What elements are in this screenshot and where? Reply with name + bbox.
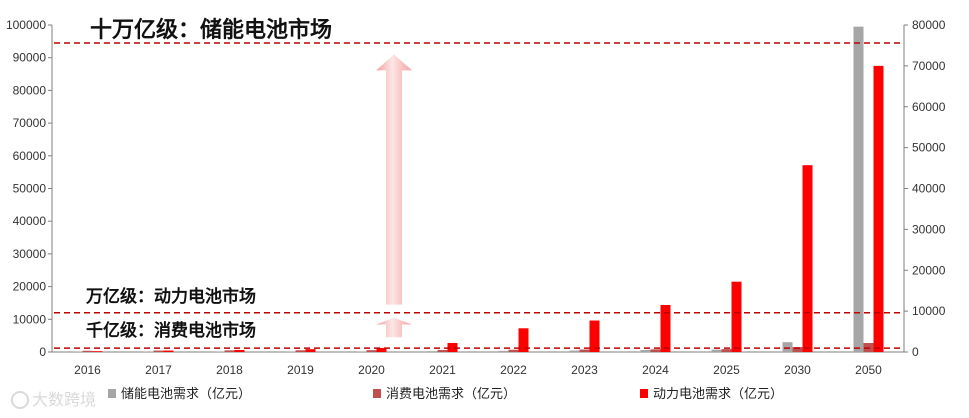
right-tick-label: 50000 — [912, 141, 946, 155]
reference-label: 万亿级：动力电池市场 — [85, 286, 256, 307]
x-tick-label: 2019 — [287, 363, 314, 377]
bar-a6a6a6-2017 — [143, 351, 154, 352]
bar-c0504d-2024 — [650, 349, 661, 352]
x-tick-label: 2020 — [358, 363, 385, 377]
bar-a6a6a6-2025 — [711, 349, 722, 352]
left-tick-label: 80000 — [13, 83, 47, 97]
x-tick-label: 2016 — [74, 363, 101, 377]
bar-c0504d-2017 — [153, 350, 164, 352]
legend-swatch — [108, 389, 116, 398]
left-tick-label: 10000 — [13, 312, 47, 326]
bar-c0504d-2018 — [224, 350, 235, 352]
left-tick-label: 50000 — [13, 182, 47, 196]
watermark-logo-icon — [11, 391, 29, 409]
bar-a6a6a6-2050 — [853, 26, 864, 352]
bar-ff0000-2020 — [376, 347, 387, 352]
left-tick-label: 20000 — [13, 280, 47, 294]
bar-c0504d-2020 — [366, 350, 377, 352]
bar-ff0000-2017 — [163, 350, 174, 352]
bar-ff0000-2030 — [802, 165, 813, 352]
growth-arrow-icon — [376, 54, 412, 305]
x-tick-label: 2018 — [216, 363, 243, 377]
growth-arrows — [376, 54, 412, 338]
reference-label: 十万亿级：储能电池市场 — [90, 17, 332, 43]
right-tick-label: 0 — [912, 345, 919, 359]
bar-a6a6a6-2016 — [72, 351, 83, 352]
bar-c0504d-2016 — [82, 350, 93, 352]
legend: 储能电池需求（亿元） 消费电池需求（亿元） 动力电池需求（亿元） — [108, 387, 783, 402]
bars — [72, 26, 884, 352]
x-tick-label: 2022 — [500, 363, 527, 377]
legend-label: 动力电池需求（亿元） — [653, 387, 783, 402]
bar-ff0000-2025 — [731, 281, 742, 352]
left-tick-label: 70000 — [13, 116, 47, 130]
bar-a6a6a6-2018 — [214, 351, 225, 352]
bar-a6a6a6-2022 — [498, 350, 509, 352]
bar-c0504d-2019 — [295, 350, 306, 352]
bar-a6a6a6-2030 — [782, 342, 793, 352]
bar-a6a6a6-2021 — [427, 351, 438, 352]
axes: 0 10000 20000 30000 40000 50000 60000 70000 8000… — [6, 18, 946, 377]
bar-ff0000-2024 — [660, 304, 671, 352]
x-tick-label: 2021 — [429, 363, 456, 377]
legend-swatch — [640, 389, 648, 398]
watermark-text: 大数跨境 — [32, 390, 96, 409]
bar-a6a6a6-2019 — [285, 351, 296, 352]
legend-swatch — [373, 389, 381, 398]
bar-ff0000-2023 — [589, 320, 600, 352]
right-tick-label: 60000 — [912, 100, 946, 114]
x-tick-label: 2017 — [145, 363, 172, 377]
bar-a6a6a6-2024 — [640, 350, 651, 352]
watermark: 大数跨境 — [11, 390, 96, 409]
reference-label: 千亿级：消费电池市场 — [86, 320, 256, 341]
legend-label: 储能电池需求（亿元） — [121, 387, 251, 402]
bar-ff0000-2050 — [873, 65, 884, 352]
left-tick-label: 40000 — [13, 214, 47, 228]
x-tick-label: 2030 — [784, 363, 811, 377]
right-tick-label: 10000 — [912, 304, 946, 318]
bar-a6a6a6-2020 — [356, 351, 367, 352]
legend-label: 消费电池需求（亿元） — [386, 387, 516, 402]
left-tick-label: 0 — [39, 345, 46, 359]
bar-ff0000-2021 — [447, 343, 458, 352]
right-tick-label: 70000 — [912, 59, 946, 73]
left-tick-label: 60000 — [13, 149, 47, 163]
bar-a6a6a6-2023 — [569, 350, 580, 352]
right-tick-label: 20000 — [912, 263, 946, 277]
right-tick-label: 80000 — [912, 18, 946, 32]
bar-ff0000-2022 — [518, 328, 529, 352]
growth-arrow-icon — [376, 317, 412, 338]
bar-c0504d-2030 — [792, 347, 803, 352]
left-tick-label: 30000 — [13, 247, 47, 261]
bar-ff0000-2019 — [305, 349, 316, 352]
bar-ff0000-2018 — [234, 349, 245, 352]
x-tick-label: 2023 — [571, 363, 598, 377]
left-tick-label: 90000 — [13, 51, 47, 65]
bar-c0504d-2023 — [579, 349, 590, 352]
right-tick-label: 30000 — [912, 222, 946, 236]
x-tick-label: 2050 — [855, 363, 882, 377]
x-tick-label: 2024 — [642, 363, 669, 377]
bar-c0504d-2022 — [508, 349, 519, 352]
bar-c0504d-2021 — [437, 349, 448, 352]
left-tick-label: 100000 — [6, 18, 46, 32]
bar-c0504d-2025 — [721, 349, 732, 352]
bar-ff0000-2016 — [92, 351, 103, 352]
x-tick-label: 2025 — [713, 363, 740, 377]
right-tick-label: 40000 — [912, 182, 946, 196]
